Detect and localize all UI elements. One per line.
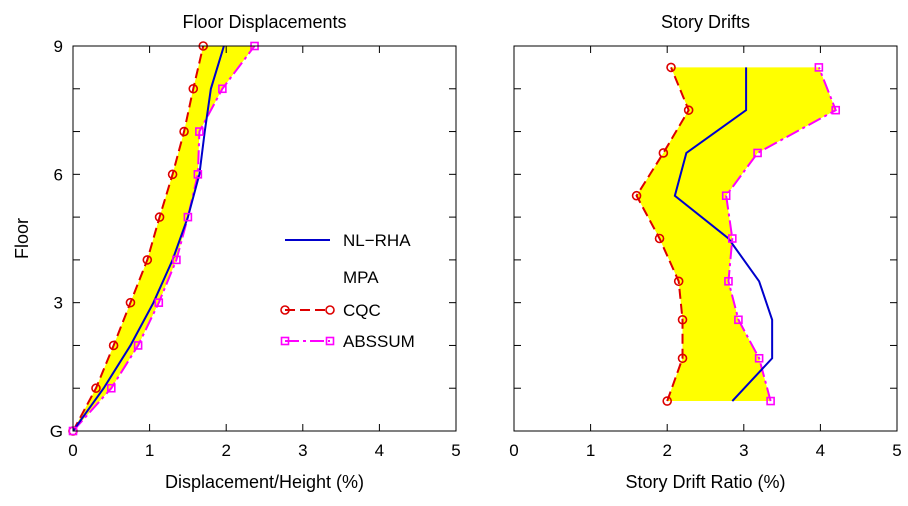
data-point-abssum	[728, 234, 737, 243]
x-axis-label: Displacement/Height (%)	[165, 472, 364, 492]
data-point-cqc	[167, 169, 178, 180]
data-point-cqc	[654, 233, 665, 244]
x-tick-label: 4	[816, 441, 825, 460]
y-tick-label: 3	[54, 294, 63, 313]
plot-frame	[513, 45, 898, 432]
tick-labels: 0 1 2 3 4 5	[509, 441, 901, 460]
data-point-cqc	[677, 353, 688, 364]
chart-title: Floor Displacements	[182, 12, 346, 32]
y-tick-label: 9	[54, 37, 63, 56]
legend: NL−RHA MPA CQC ABSSUM	[280, 231, 415, 351]
data-point-abssum	[753, 148, 762, 158]
data-point-cqc	[179, 126, 189, 137]
legend-marker	[325, 305, 335, 315]
data-point-abssum	[133, 341, 143, 350]
legend-label-cqc: CQC	[343, 301, 381, 320]
data-point-abssum	[218, 84, 227, 94]
data-point-cqc	[673, 276, 684, 287]
data-point-abssum	[724, 276, 733, 286]
y-axis-label: Floor	[12, 218, 32, 259]
data-point-cqc	[662, 396, 673, 406]
series-markers	[631, 62, 841, 406]
data-point-cqc	[658, 148, 669, 158]
legend-marker	[280, 305, 290, 315]
data-point-abssum	[754, 353, 764, 363]
data-point-abssum	[831, 105, 841, 115]
legend-heading-mpa: MPA	[343, 268, 379, 287]
data-point-abssum	[107, 383, 116, 393]
data-point-cqc	[677, 314, 688, 325]
data-point-cqc	[631, 190, 642, 201]
data-point-abssum	[183, 212, 193, 222]
data-point-abssum	[193, 170, 203, 179]
y-tick-label: G	[50, 422, 63, 441]
x-tick-label: 0	[509, 441, 518, 460]
data-point-cqc	[666, 62, 676, 73]
data-point-abssum	[172, 255, 181, 265]
envelope-band	[73, 46, 255, 431]
legend-marker	[280, 336, 290, 346]
y-tick-label: 6	[54, 165, 63, 184]
envelope-fill	[73, 46, 255, 431]
legend-swatch-abssum	[280, 336, 335, 346]
floor-displacements-panel: 0 1 2 3 4 5 G 3 6 9 Floor Displacements Displacem…	[12, 12, 461, 492]
data-point-cqc	[108, 340, 119, 351]
data-point-abssum	[734, 315, 743, 325]
data-point-abssum	[195, 127, 204, 136]
data-point-abssum	[814, 63, 824, 72]
x-tick-label: 3	[739, 441, 748, 460]
data-point-cqc	[188, 83, 199, 94]
x-tick-label: 3	[298, 441, 307, 460]
data-point-cqc	[683, 105, 694, 115]
x-tick-label: 1	[145, 441, 154, 460]
story-drifts-panel: 0 1 2 3 4 5 Story Drifts Story Drift Ratio (%…	[509, 12, 901, 492]
x-tick-label: 5	[892, 441, 901, 460]
data-point-cqc	[142, 255, 153, 265]
tick-labels: 0 1 2 3 4 5 G 3 6 9	[50, 37, 461, 460]
data-point-abssum	[766, 396, 775, 406]
x-axis-label: Story Drift Ratio (%)	[625, 472, 785, 492]
tick-marks	[72, 45, 457, 432]
data-point-abssum	[154, 298, 164, 307]
tick-marks	[513, 45, 898, 432]
plot-frame	[72, 45, 457, 432]
series-line-nl-rha	[73, 46, 225, 431]
series-line-abssum	[725, 67, 837, 402]
data-point-cqc	[125, 297, 136, 308]
x-tick-label: 5	[451, 441, 460, 460]
series-line-cqc	[73, 46, 205, 431]
legend-marker	[325, 336, 335, 346]
series-line-cqc	[635, 67, 690, 402]
x-tick-label: 1	[586, 441, 595, 460]
data-point-cqc	[154, 212, 165, 222]
x-tick-label: 2	[662, 441, 671, 460]
chart-title: Story Drifts	[661, 12, 750, 32]
legend-label-abssum: ABSSUM	[343, 332, 415, 351]
data-point-cqc	[91, 383, 101, 394]
legend-swatch-cqc	[280, 305, 335, 315]
legend-label-nl-rha: NL−RHA	[343, 231, 411, 250]
x-tick-label: 2	[221, 441, 230, 460]
series-line-abssum	[73, 46, 256, 431]
series-lines	[73, 46, 256, 431]
x-tick-label: 0	[68, 441, 77, 460]
data-point-abssum	[721, 191, 731, 201]
x-tick-label: 4	[375, 441, 384, 460]
